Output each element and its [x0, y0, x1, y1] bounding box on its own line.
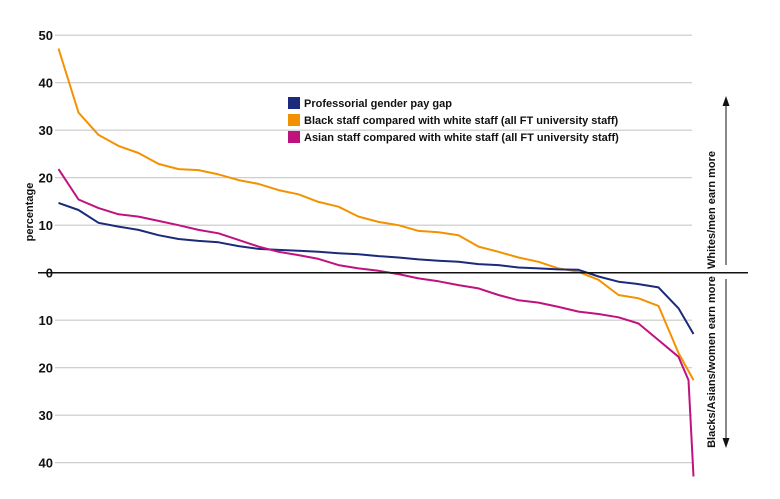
down-arrow-head-icon — [722, 438, 730, 448]
legend-swatch — [288, 114, 300, 126]
annotation-upper: Whites/men earn more — [706, 96, 730, 269]
y-tick-label: 40 — [39, 456, 53, 471]
legend-label: Black staff compared with white staff (a… — [304, 115, 619, 127]
annotation-upper-text: Whites/men earn more — [706, 151, 718, 269]
y-tick-label: 50 — [39, 28, 53, 43]
series-line-2 — [57, 168, 695, 477]
y-tick-label: 10 — [39, 313, 53, 328]
y-tick-label: 20 — [39, 361, 53, 376]
y-tick-label: 10 — [39, 218, 53, 233]
y-tick-label: 40 — [39, 76, 53, 91]
series-lines — [57, 48, 695, 477]
y-tick-labels: 5040302010010203040 — [39, 28, 53, 471]
y-tick-label: 30 — [39, 408, 53, 423]
series-line-1 — [57, 48, 695, 381]
y-tick-label: 20 — [39, 171, 53, 186]
up-arrow-head-icon — [722, 96, 730, 106]
legend: Professorial gender pay gap Black staff c… — [288, 97, 619, 144]
y-axis-label: percentage — [24, 183, 36, 242]
legend-label: Professorial gender pay gap — [304, 98, 452, 110]
series-line-0 — [58, 201, 695, 335]
y-tick-label: 30 — [39, 123, 53, 138]
annotation-lower: Blacks/Asians/women earn more — [706, 276, 730, 448]
legend-label: Asian staff compared with white staff (a… — [304, 132, 619, 144]
legend-swatch — [288, 97, 300, 109]
annotation-lower-text: Blacks/Asians/women earn more — [706, 276, 718, 448]
legend-swatch — [288, 131, 300, 143]
gridlines — [55, 34, 692, 464]
